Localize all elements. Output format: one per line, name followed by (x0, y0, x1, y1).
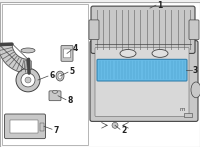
Text: m: m (179, 107, 185, 112)
Ellipse shape (58, 73, 62, 79)
Ellipse shape (191, 82, 200, 98)
Bar (10, 120, 38, 133)
FancyBboxPatch shape (49, 91, 61, 101)
Circle shape (16, 68, 40, 92)
Text: 6: 6 (49, 71, 54, 80)
Circle shape (112, 122, 118, 128)
FancyBboxPatch shape (189, 20, 199, 40)
Ellipse shape (152, 50, 168, 57)
Text: 5: 5 (69, 67, 74, 76)
FancyBboxPatch shape (89, 20, 99, 40)
Text: 4: 4 (73, 44, 78, 53)
FancyBboxPatch shape (61, 46, 73, 61)
Bar (184, 112, 192, 117)
FancyBboxPatch shape (4, 114, 46, 139)
FancyBboxPatch shape (91, 6, 195, 53)
Bar (2, 4, 88, 145)
Polygon shape (0, 44, 28, 73)
Text: 2: 2 (121, 126, 126, 135)
Circle shape (21, 73, 35, 87)
FancyBboxPatch shape (24, 61, 32, 70)
Bar (40, 123, 44, 131)
Ellipse shape (120, 50, 136, 57)
Text: 7: 7 (53, 126, 58, 135)
Circle shape (25, 77, 31, 83)
Text: 1: 1 (157, 1, 162, 10)
Text: 3: 3 (193, 66, 198, 75)
FancyBboxPatch shape (95, 47, 189, 116)
FancyBboxPatch shape (97, 59, 187, 81)
FancyBboxPatch shape (90, 41, 198, 121)
Ellipse shape (56, 71, 64, 81)
Ellipse shape (52, 90, 58, 93)
Ellipse shape (21, 48, 35, 53)
FancyBboxPatch shape (64, 49, 70, 58)
Text: 8: 8 (67, 96, 72, 105)
